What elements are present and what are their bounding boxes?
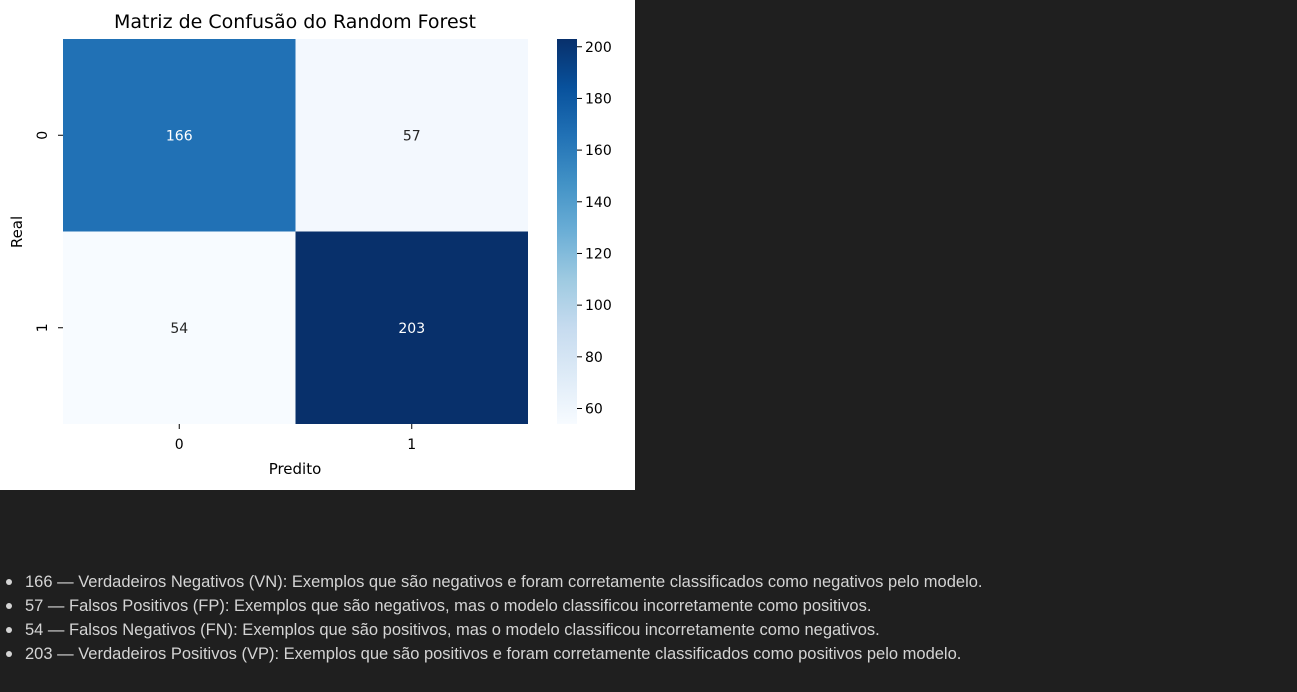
- bullet-icon: [6, 651, 12, 657]
- colorbar-tick-label-7: 200: [585, 40, 612, 56]
- colorbar-tick-label-1: 80: [585, 350, 603, 366]
- colorbar-tick-label-4: 140: [585, 195, 612, 211]
- note-item-fn: 54 — Falsos Negativos (FN): Exemplos que…: [6, 618, 983, 642]
- colorbar: [557, 39, 577, 424]
- bullet-icon: [6, 627, 12, 633]
- colorbar-tick-label-5: 160: [585, 143, 612, 159]
- colorbar-tick-label-0: 60: [585, 401, 603, 417]
- heatmap-cell-0-1: [295, 39, 528, 232]
- heatmap-cell-0-0: [63, 39, 296, 232]
- bullet-icon: [6, 603, 12, 609]
- note-item-tn: 166 — Verdadeiros Negativos (VN): Exempl…: [6, 570, 983, 594]
- chart-title: Matriz de Confusão do Random Forest: [114, 11, 476, 33]
- note-item-fp: 57 — Falsos Positivos (FP): Exemplos que…: [6, 594, 983, 618]
- x-tick-label-0: 0: [175, 437, 184, 453]
- cell-value-1-0: 54: [170, 321, 188, 337]
- x-axis-label: Predito: [269, 460, 322, 478]
- confusion-matrix-figure: Matriz de Confusão do Random Forest 166 5…: [0, 0, 635, 490]
- y-tick-label-1: 1: [35, 323, 51, 332]
- bullet-icon: [6, 579, 12, 585]
- y-axis-label: Real: [8, 216, 26, 248]
- heatmap-cell-1-0: [63, 231, 296, 424]
- colorbar-tick-label-3: 120: [585, 246, 612, 262]
- cell-value-0-0: 166: [166, 128, 193, 144]
- confusion-matrix-notes: 166 — Verdadeiros Negativos (VN): Exempl…: [6, 570, 983, 666]
- colorbar-tick-label-6: 180: [585, 91, 612, 107]
- cell-value-1-1: 203: [398, 321, 425, 337]
- cell-value-0-1: 57: [403, 128, 421, 144]
- y-tick-label-0: 0: [35, 131, 51, 140]
- colorbar-tick-label-2: 100: [585, 298, 612, 314]
- note-item-tp: 203 — Verdadeiros Positivos (VP): Exempl…: [6, 642, 983, 666]
- x-tick-label-1: 1: [407, 437, 416, 453]
- heatmap-cell-1-1: [295, 231, 528, 424]
- confusion-matrix-chart: Matriz de Confusão do Random Forest 166 5…: [8, 11, 612, 478]
